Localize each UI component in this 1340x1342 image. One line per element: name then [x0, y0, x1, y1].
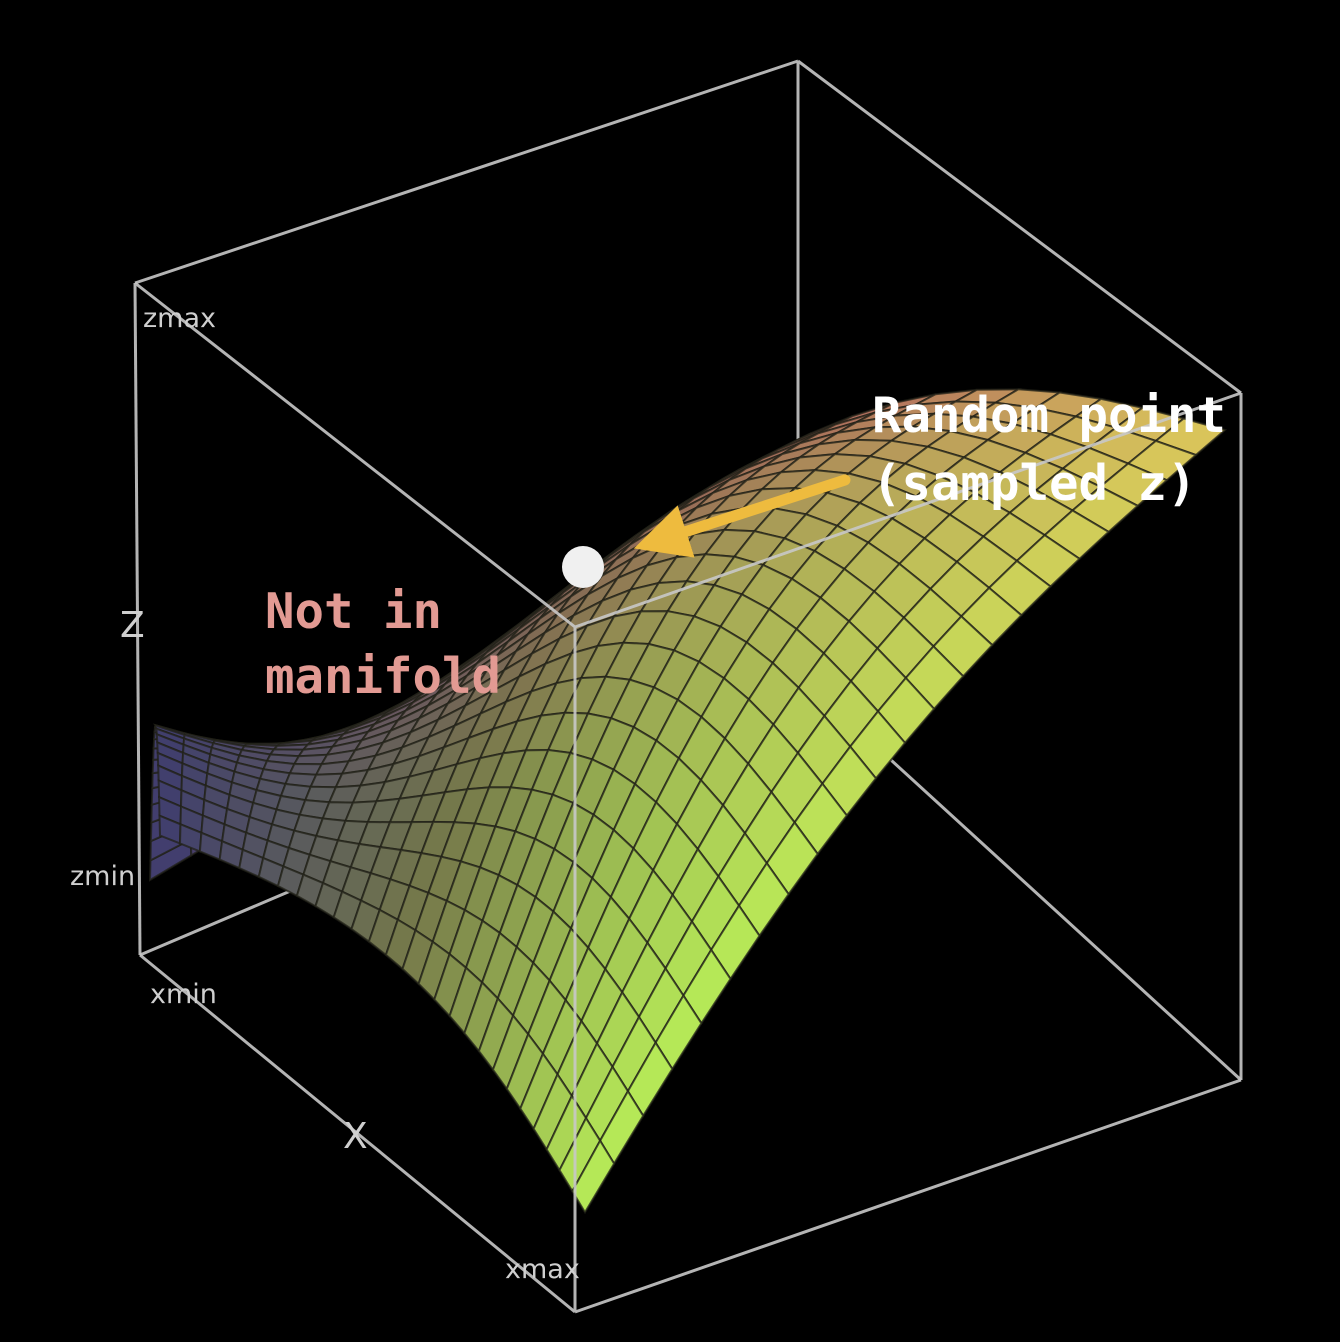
zmin-label: zmin: [70, 861, 135, 892]
annotation-arrow: [633, 474, 851, 558]
not-in-manifold-line1: Not in: [265, 583, 442, 640]
xmax-label: xmax: [505, 1254, 580, 1285]
random-point-label-line1: Random point: [872, 387, 1226, 444]
bounding-box-front: [133, 281, 1243, 1314]
x-axis-label: X: [343, 1116, 368, 1157]
zmax-label: zmax: [143, 303, 216, 334]
manifold-surface: [148, 388, 1228, 1215]
random-point-label-line2: (sampled z): [872, 455, 1197, 512]
random-point: [562, 546, 604, 588]
z-axis-label: Z: [120, 605, 145, 646]
surface-cell: [571, 1138, 616, 1215]
not-in-manifold-line2: manifold: [265, 648, 501, 705]
xmin-label: xmin: [150, 979, 217, 1010]
